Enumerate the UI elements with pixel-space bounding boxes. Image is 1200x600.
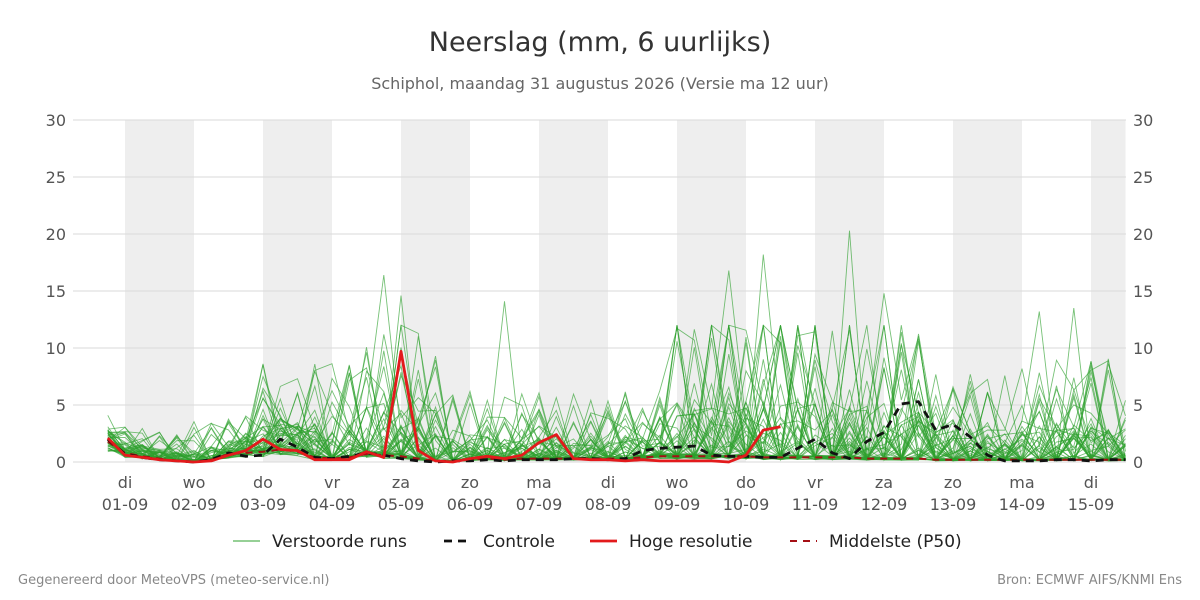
- x-tick-day: di: [118, 473, 133, 492]
- x-tick-day: do: [736, 473, 756, 492]
- y-tick-label-left: 10: [46, 339, 66, 358]
- x-tick-day: za: [392, 473, 410, 492]
- footer-credit: Gegenereerd door MeteoVPS (meteo-service…: [18, 573, 330, 588]
- y-tick-label-right: 0: [1133, 453, 1143, 472]
- x-tick-date: 12-09: [861, 495, 908, 514]
- x-tick-date: 11-09: [792, 495, 839, 514]
- x-tick-day: wo: [666, 473, 689, 492]
- x-tick-date: 03-09: [240, 495, 287, 514]
- x-tick-date: 02-09: [171, 495, 218, 514]
- y-tick-label-right: 20: [1133, 225, 1153, 244]
- x-tick-date: 09-09: [654, 495, 701, 514]
- y-tick-label-right: 5: [1133, 396, 1143, 415]
- ensemble-member-line: [107, 377, 1126, 463]
- ensemble-member-line: [107, 327, 1126, 462]
- y-tick-label-left: 20: [46, 225, 66, 244]
- y-tick-label-right: 10: [1133, 339, 1153, 358]
- y-tick-label-right: 15: [1133, 282, 1153, 301]
- y-tick-label-left: 25: [46, 168, 66, 187]
- x-tick-date: 13-09: [930, 495, 977, 514]
- control-line: [106, 400, 1126, 464]
- x-tick-day: za: [875, 473, 893, 492]
- ensemble-member-line: [107, 325, 1126, 462]
- main-series: [106, 349, 1126, 464]
- legend-label: Controle: [483, 532, 555, 552]
- legend-label: Middelste (P50): [829, 532, 962, 552]
- x-tick-day: di: [1084, 473, 1099, 492]
- ensemble-member-line: [107, 325, 1126, 462]
- x-tick-date: 07-09: [516, 495, 563, 514]
- x-tick-day: di: [601, 473, 616, 492]
- y-tick-label-right: 25: [1133, 168, 1153, 187]
- x-tick-date: 10-09: [723, 495, 770, 514]
- y-tick-label-left: 30: [46, 111, 66, 130]
- ensemble-member-line: [107, 325, 1126, 462]
- y-axis-left: 0 5 10 15 20 25 30: [46, 111, 66, 472]
- legend: Verstoorde runs Controle Hoge resolutie Mid…: [233, 532, 962, 552]
- x-tick-date: 04-09: [309, 495, 356, 514]
- x-axis: di 01-09 wo 02-09 do 03-09 vr 04-09 za 05-09 zo 06-…: [102, 473, 1115, 514]
- x-tick-day: vr: [324, 473, 340, 492]
- median-p50-line: [107, 440, 1126, 463]
- x-tick-date: 01-09: [102, 495, 149, 514]
- ensemble-member-line: [107, 293, 1126, 462]
- footer-source: Bron: ECMWF AIFS/KNMI Ens: [997, 573, 1182, 588]
- x-tick-day: vr: [807, 473, 823, 492]
- legend-label: Hoge resolutie: [629, 532, 753, 552]
- ensemble-member-line: [107, 325, 1126, 463]
- x-tick-day: ma: [1009, 473, 1034, 492]
- y-tick-label-left: 0: [56, 453, 66, 472]
- x-tick-date: 08-09: [585, 495, 632, 514]
- y-tick-label-right: 30: [1133, 111, 1153, 130]
- y-tick-label-left: 5: [56, 396, 66, 415]
- chart-subtitle: Schiphol, maandag 31 augustus 2026 (Vers…: [371, 74, 829, 93]
- ensemble-member-line: [107, 325, 1126, 462]
- x-tick-day: zo: [944, 473, 962, 492]
- x-tick-date: 05-09: [378, 495, 425, 514]
- x-tick-date: 06-09: [447, 495, 494, 514]
- grid-lines: [73, 119, 1126, 463]
- chart-title: Neerslag (mm, 6 uurlijks): [429, 27, 771, 58]
- legend-label: Verstoorde runs: [272, 532, 407, 552]
- x-tick-date: 15-09: [1068, 495, 1115, 514]
- x-tick-day: wo: [183, 473, 206, 492]
- y-axis-right: 0 5 10 15 20 25 30: [1133, 111, 1153, 472]
- high-resolution-line: [106, 349, 781, 464]
- x-tick-day: ma: [526, 473, 551, 492]
- x-tick-date: 14-09: [999, 495, 1046, 514]
- x-tick-day: do: [253, 473, 273, 492]
- y-tick-label-left: 15: [46, 282, 66, 301]
- x-tick-day: zo: [461, 473, 479, 492]
